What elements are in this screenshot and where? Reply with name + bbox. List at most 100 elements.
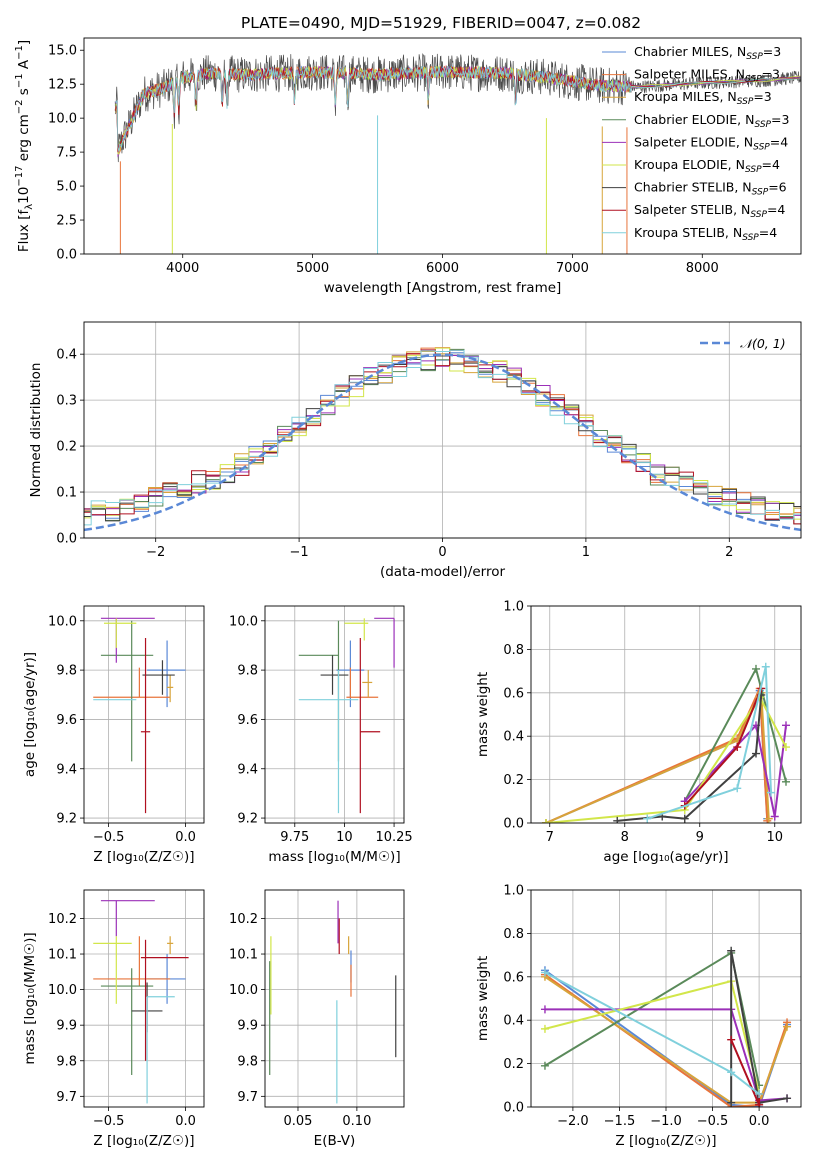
y-tick-label: 0.1 [56,486,77,501]
legend-label-sub: SSP [745,165,762,175]
axes-spectrum: 4000 5000 6000 7000 8000 0.0 2.5 5.0 7.5 10.0 12.5… [14,37,802,296]
weight-marker [761,662,770,671]
y-tick-label: 0.0 [503,1101,524,1116]
y-tick-label: 9.4 [237,762,258,777]
axes-frame [83,321,802,539]
legend-label: Kroupa MILES, NSSP=3 [634,89,772,107]
x-tick-label: −0.5 [93,1114,125,1129]
weight-series-3 [544,951,761,1086]
legend-label-tail: =4 [762,157,780,172]
y-axis-label-part: −17 [14,166,25,187]
x-tick-label: 0.05 [284,1114,313,1129]
errorbar-point [346,667,379,698]
x-tick-label: 0.0 [175,1114,196,1129]
x-tick-label: −1 [290,545,309,560]
y-tick-label: 9.8 [56,664,77,679]
y-tick-label: 0.4 [503,1014,524,1029]
y-tick-label: 0.6 [503,686,524,701]
y-axis-label-part: erg cm [16,114,32,165]
x-tick-label: 0.0 [749,1114,770,1129]
errorbar-point [142,660,175,695]
y-tick-label: 0.4 [503,730,524,745]
legend-label-tail: =6 [768,180,786,195]
y-tick-label: 10.0 [229,614,258,629]
x-tick-label: −0.5 [93,830,125,845]
y-tick-label: 10.0 [48,112,77,127]
y-tick-label: 0.2 [503,1057,524,1072]
axes-frame [530,889,802,1108]
y-axis-label: mass weight [475,956,491,1041]
y-tick-label: 0.2 [503,773,524,788]
x-axis-label: Z [log₁₀(Z/Z☉)] [93,1133,194,1149]
errorbars [93,617,186,814]
y-tick-label: 12.5 [48,78,77,93]
y-tick-label: 9.9 [56,1019,77,1034]
x-tick-label: 10 [766,830,783,845]
errorbar-point [320,655,349,695]
errorbar-point [374,617,395,668]
y-tick-label: 1.0 [503,600,524,615]
spectrum-series-7 [114,64,801,153]
legend-label-sub: SSP [745,75,762,85]
legend-label-tail: =4 [767,202,785,217]
legend-label-text: Chabrier ELODIE, N [634,112,754,127]
legend-label-sub: SSP [753,142,770,152]
weight-marker [643,814,652,823]
weight-marker [783,1022,792,1031]
weight-series-6 [730,949,788,1104]
weight-marker [755,1100,764,1107]
errorbar-point [359,638,381,814]
x-tick-label: −2.0 [557,1114,589,1129]
y-tick-label: 9.8 [56,1054,77,1069]
legend-label-tail: =3 [762,67,780,82]
x-axis-label: E(B-V) [314,1133,356,1149]
legend-label-text: Kroupa MILES, N [634,89,737,104]
x-tick-label: 5000 [296,261,329,276]
y-axis-label-part: λ [24,204,35,210]
x-tick-label: 8 [621,830,629,845]
weight-marker [752,749,760,758]
weight-marker [540,1061,549,1070]
x-tick-label: 7000 [556,261,589,276]
legend-label-text: Salpeter STELIB, N [634,202,750,217]
y-tick-label: 1.0 [503,884,524,899]
errorbar-point [167,675,174,703]
x-tick-label: 9 [696,830,704,845]
weight-marker [727,1035,736,1044]
x-tick-label: 9.75 [280,830,309,845]
axes-residuals: −2 −1 0 1 2 0.0 0.1 0.2 0.3 0.4 (data-model)/error… [28,321,802,580]
legend-label: Salpeter ELODIE, NSSP=4 [634,134,788,152]
weight-marker [542,819,550,823]
y-axis-label-part: Flux [f [16,209,32,253]
weight-series-2 [544,975,788,1104]
legend-label-sub: SSP [754,120,771,130]
y-axis-label-part: 10 [16,187,32,204]
errorbar-point [140,638,151,814]
axes-weight_vs_z: −2.0 −1.5 −1.0 −0.5 0.0 0.0 0.2 0.4 0.6 0.8 1.0 Z [… [475,884,802,1149]
errorbars [93,900,189,1104]
weight-marker [782,743,790,752]
legend-label-tail: =3 [771,112,789,127]
weight-marker [733,743,742,752]
spectrum-lines [114,52,801,254]
x-tick-label: 0 [438,545,446,560]
y-tick-label: 10.1 [229,948,258,963]
y-tick-label: 10.1 [48,948,77,963]
y-axis-label: Flux [fλ10−17 erg cm−2 s−1 A−1] [14,40,35,252]
weight-series-8 [646,665,772,820]
legend-label-tail: =3 [763,44,781,59]
weight-marker [540,1005,549,1014]
axes-frame [530,605,802,824]
y-tick-label: 0.4 [56,348,77,363]
errorbar-point [146,996,175,1104]
y-tick-label: 0.3 [56,394,77,409]
legend-label: Salpeter STELIB, NSSP=4 [634,202,785,220]
axes-frame [83,605,205,824]
x-tick-label: 0.10 [342,1114,371,1129]
weight-marker [727,1068,736,1077]
x-tick-label: 10 [336,830,353,845]
y-tick-label: 10.2 [48,912,77,927]
y-tick-label: 0.0 [56,248,77,263]
errorbar-point [147,640,186,708]
